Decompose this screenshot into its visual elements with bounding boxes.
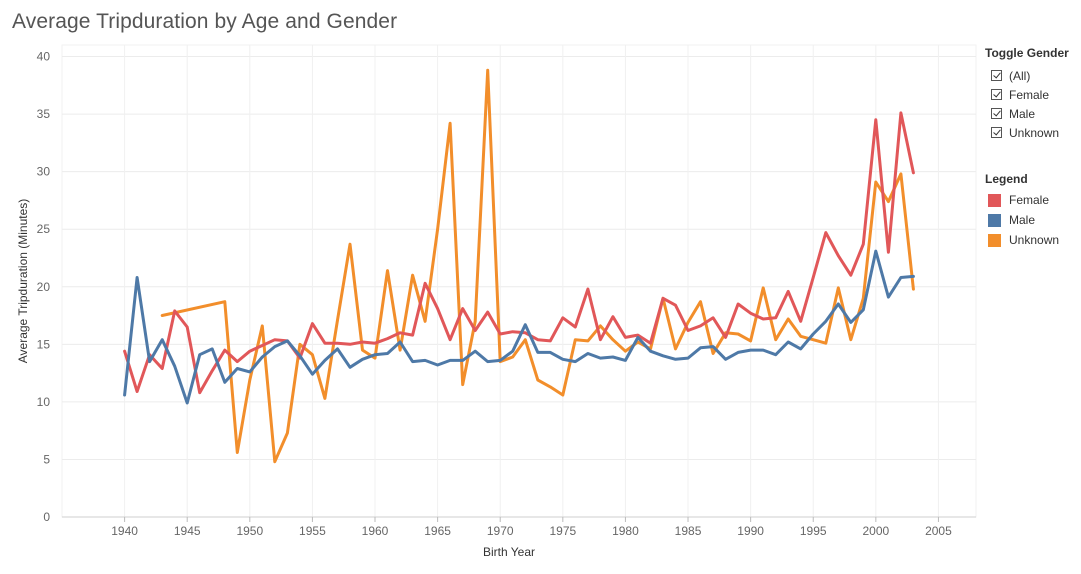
legend-swatch-unknown: [988, 233, 1001, 247]
series-line-female[interactable]: [123, 111, 915, 395]
x-axis-ticks: 1940 1945 1950 1955 1960 1965 1970 1975 1980 1985…: [111, 517, 952, 538]
x-tick-label: 1985: [675, 524, 702, 538]
x-tick-label: 1955: [299, 524, 326, 538]
checkbox-icon[interactable]: [991, 70, 1002, 81]
toggle-item-male[interactable]: Male: [991, 104, 1081, 123]
x-tick-label: 1975: [549, 524, 576, 538]
x-tick-label: 1950: [236, 524, 263, 538]
line-chart: 1940 1945 1950 1955 1960 1965 1970 1975 1980 1985…: [16, 44, 977, 559]
legend-item-female[interactable]: Female: [988, 190, 1081, 210]
plot-area: [61, 44, 977, 518]
x-tick-label: 2005: [925, 524, 952, 538]
x-tick-label: 1960: [362, 524, 389, 538]
series-lines: [123, 68, 915, 464]
x-tick-label: 1965: [424, 524, 451, 538]
checkbox-icon[interactable]: [991, 89, 1002, 100]
series-line-unknown[interactable]: [160, 68, 915, 464]
x-tick-label: 1990: [737, 524, 764, 538]
legend-swatch-male: [988, 213, 1001, 227]
gridlines: [61, 44, 977, 518]
checkbox-icon[interactable]: [991, 108, 1002, 119]
y-tick-label: 25: [37, 222, 51, 236]
x-tick-label: 2000: [862, 524, 889, 538]
toggle-item-all[interactable]: (All): [991, 66, 1081, 85]
legend-item-male[interactable]: Male: [988, 210, 1081, 230]
y-tick-label: 10: [37, 395, 51, 409]
y-tick-label: 30: [37, 165, 51, 179]
x-axis-title: Birth Year: [483, 545, 535, 559]
y-axis-ticks: 0 5 10 15 20 25 30 35 40: [37, 50, 51, 524]
legend-title: Legend: [985, 172, 1028, 186]
legend-swatch-female: [988, 193, 1001, 207]
toggle-gender-title: Toggle Gender: [985, 46, 1069, 60]
toggle-item-unknown[interactable]: Unknown: [991, 123, 1081, 142]
y-tick-label: 0: [43, 510, 50, 524]
x-tick-label: 1980: [612, 524, 639, 538]
series-line-male[interactable]: [123, 249, 915, 405]
legend-item-unknown[interactable]: Unknown: [988, 230, 1081, 250]
x-tick-label: 1995: [800, 524, 827, 538]
y-tick-label: 15: [37, 337, 51, 351]
toggle-item-female[interactable]: Female: [991, 85, 1081, 104]
y-tick-label: 40: [37, 50, 51, 64]
chart-title: Average Tripduration by Age and Gender: [12, 10, 398, 33]
y-tick-label: 20: [37, 280, 51, 294]
checkbox-icon[interactable]: [991, 127, 1002, 138]
x-tick-label: 1940: [111, 524, 138, 538]
side-panel: Toggle Gender (All) Female Male Unknown …: [985, 46, 1081, 250]
y-axis-title: Average Tripduration (Minutes): [16, 199, 30, 364]
x-tick-label: 1970: [487, 524, 514, 538]
x-tick-label: 1945: [174, 524, 201, 538]
y-tick-label: 5: [43, 452, 50, 466]
y-tick-label: 35: [37, 107, 51, 121]
